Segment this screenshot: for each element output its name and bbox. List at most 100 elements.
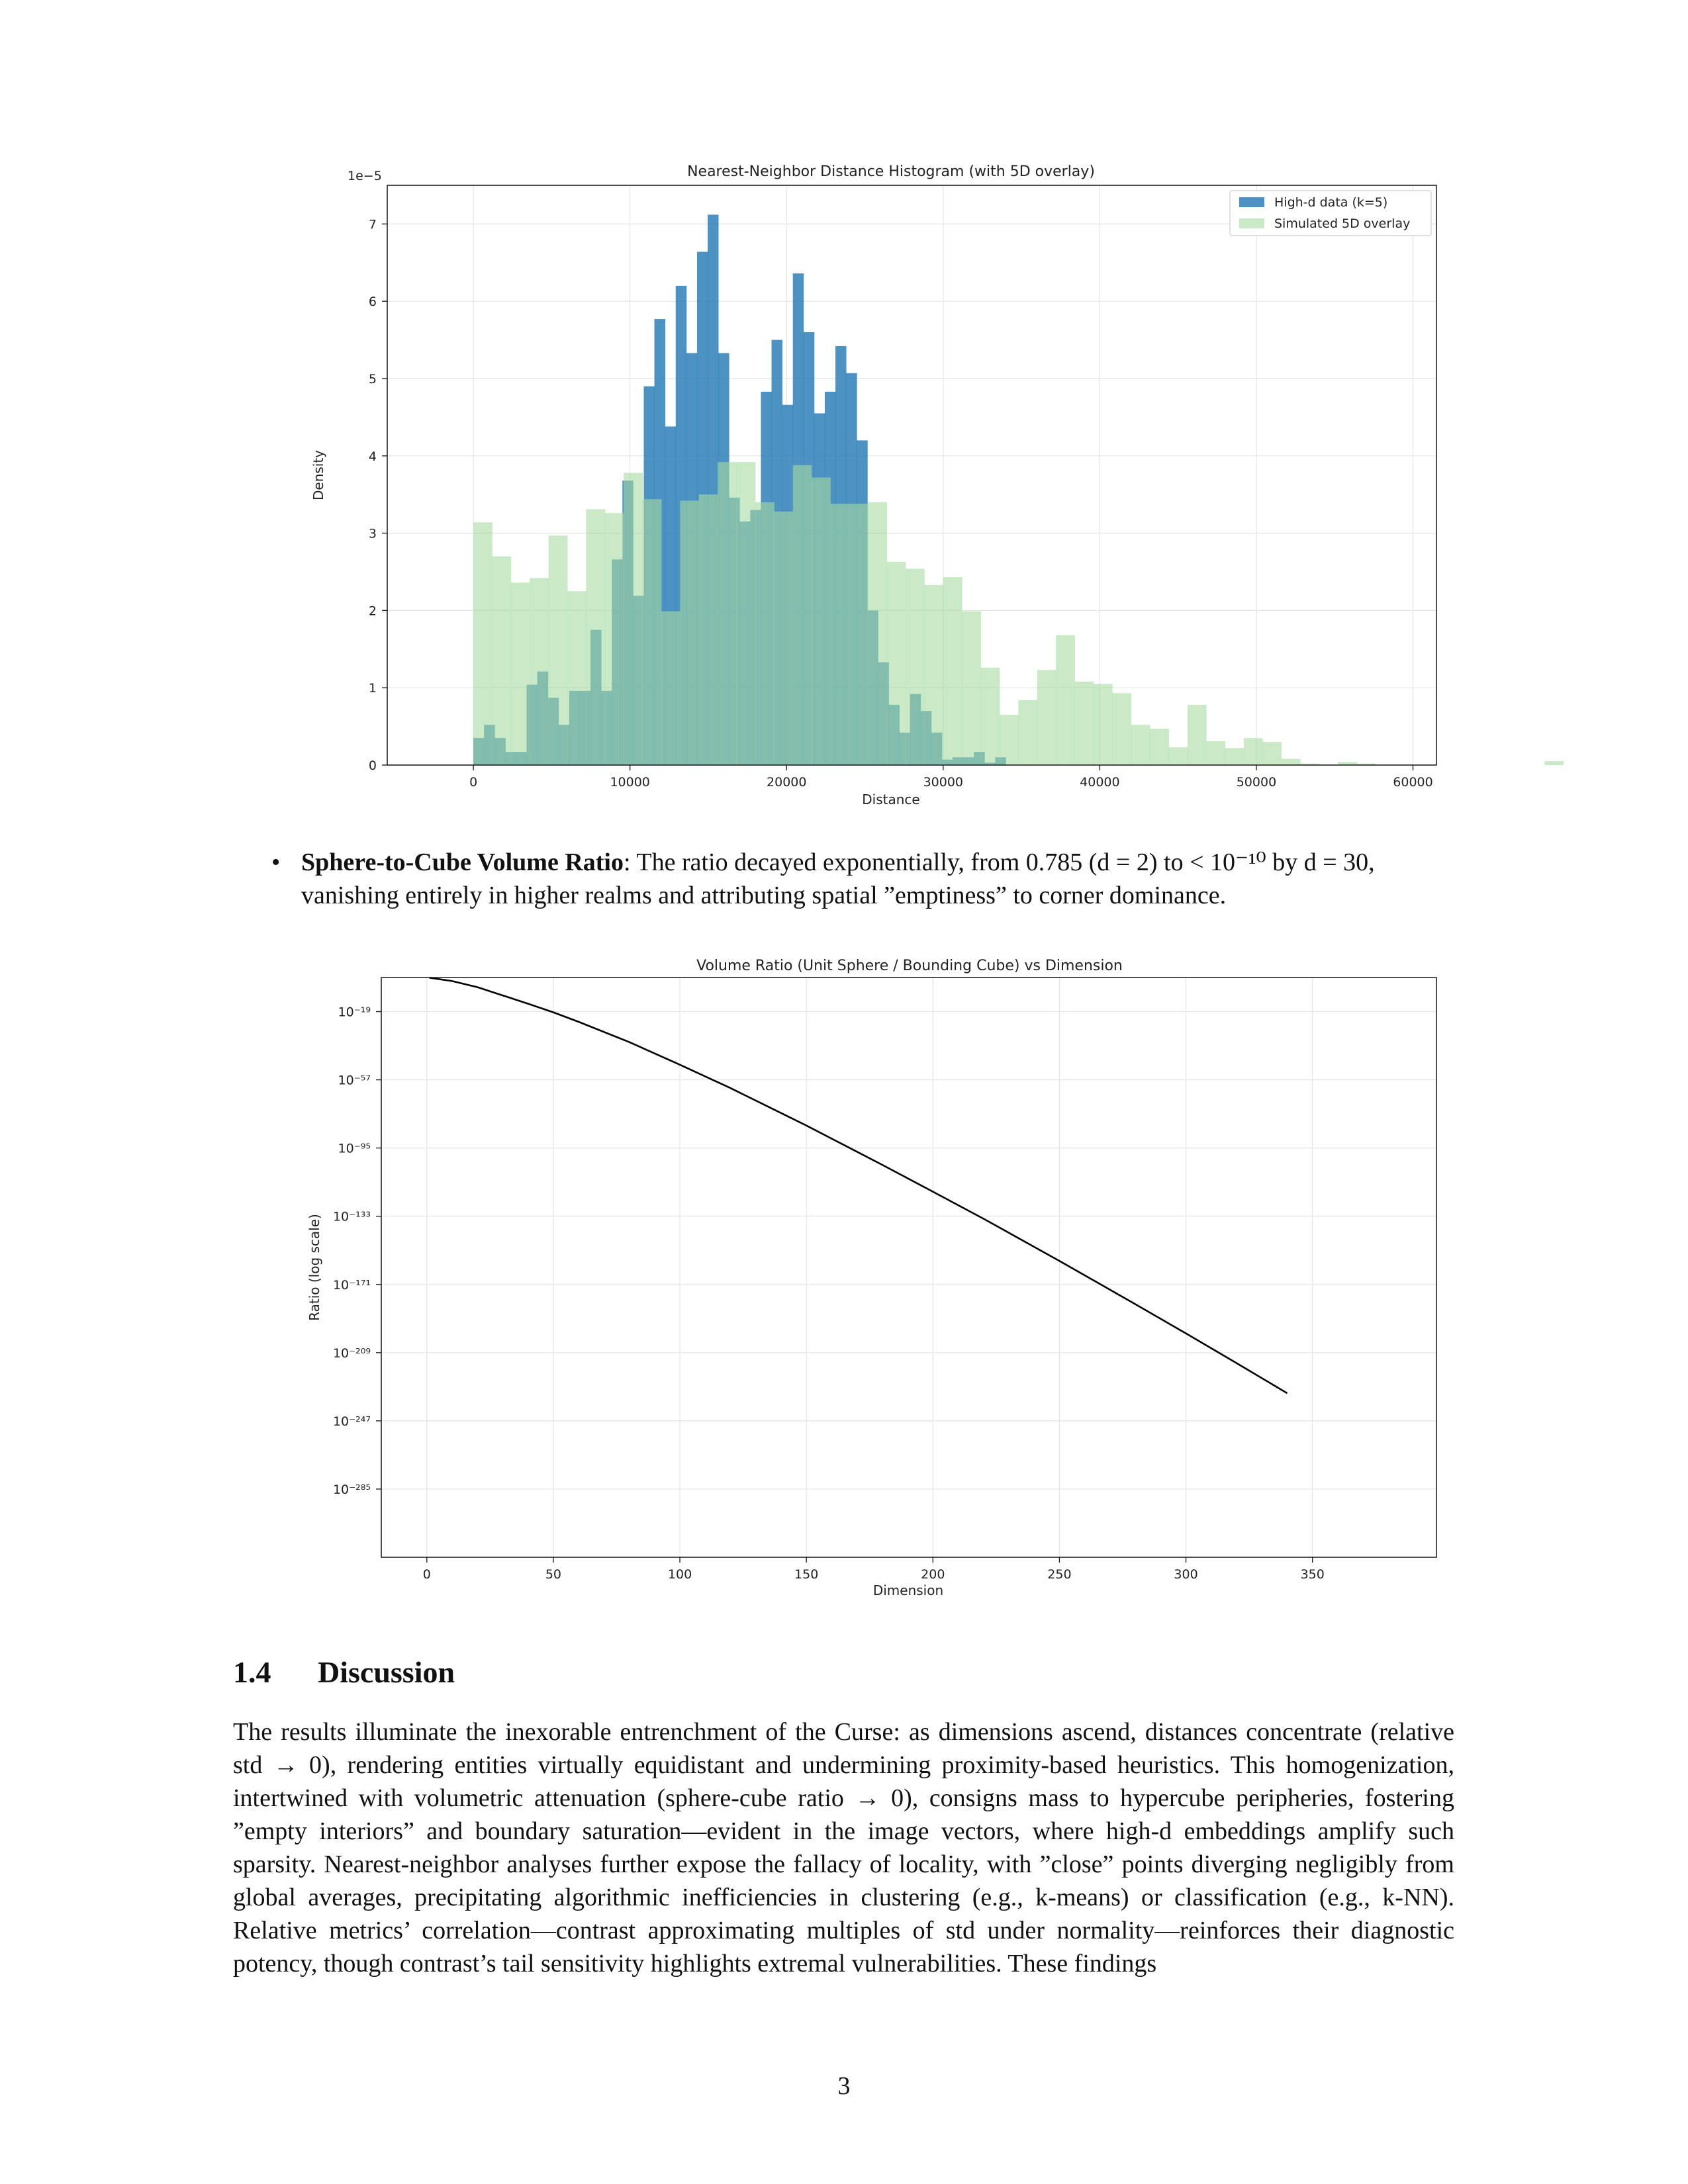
volume-ratio-xlabel: Dimension xyxy=(873,1582,943,1598)
histogram-bar-5d xyxy=(812,477,831,765)
histogram-bar-5d xyxy=(1225,748,1244,765)
histogram-bar-5d xyxy=(567,591,586,765)
histogram-bar-5d xyxy=(1262,741,1282,765)
histogram-bar-5d xyxy=(1206,741,1226,765)
volume-ratio-ytick-label: 10⁻¹³³ xyxy=(333,1210,371,1224)
section-heading: 1.4 Discussion xyxy=(233,1655,455,1690)
histogram-ytick-label: 5 xyxy=(369,372,377,387)
histogram-bar-5d xyxy=(1281,758,1301,765)
bullet-lead: Sphere-to-Cube Volume Ratio xyxy=(301,848,624,876)
histogram-bar-5d xyxy=(586,509,606,765)
legend-label-5d: Simulated 5D overlay xyxy=(1274,216,1410,231)
volume-ratio-ylabel: Ratio (log scale) xyxy=(306,1214,322,1321)
histogram-offset-label: 1e−5 xyxy=(348,169,382,183)
histogram-xtick-label: 0 xyxy=(469,775,477,790)
volume-ratio-ytick-label: 10⁻²⁴⁷ xyxy=(333,1414,371,1429)
section-number: 1.4 xyxy=(233,1655,271,1689)
bullet-body: : The ratio decayed exponentially, from … xyxy=(301,848,1375,909)
histogram-bar-5d xyxy=(962,611,981,765)
histogram-bar-5d xyxy=(999,715,1019,765)
histogram-bar-5d xyxy=(510,582,530,765)
page-number: 3 xyxy=(837,2072,851,2100)
histogram-bar-5d xyxy=(1187,704,1207,765)
legend-label-highd: High-d data (k=5) xyxy=(1274,195,1387,210)
histogram-bar-5d xyxy=(642,499,662,765)
histogram-bar-5d xyxy=(736,462,756,765)
histogram-ytick-label: 1 xyxy=(369,681,377,696)
histogram-frame xyxy=(387,185,1437,766)
histogram-bar-5d xyxy=(1112,693,1132,765)
volume-ratio-line xyxy=(429,977,1288,1394)
histogram-bar-5d xyxy=(1150,729,1169,765)
histogram-bar-5d xyxy=(680,500,700,765)
histogram-ytick-label: 2 xyxy=(369,604,377,618)
histogram-bar-5d xyxy=(548,535,568,765)
histogram-xlabel: Distance xyxy=(862,792,919,807)
histogram-bar-5d xyxy=(492,556,512,765)
histogram-legend: High-d data (k=5) Simulated 5D overlay xyxy=(1229,190,1432,236)
histogram-bar-5d xyxy=(924,584,944,765)
section-title: Discussion xyxy=(318,1655,455,1689)
histogram-bar-5d xyxy=(604,513,624,765)
histogram-bar-5d xyxy=(1056,635,1075,765)
histogram-bar-5d xyxy=(1168,747,1188,765)
histogram-bar-5d xyxy=(661,611,680,765)
volume-ratio-ytick-label: 10⁻¹⁷¹ xyxy=(333,1278,371,1293)
histogram-bar-5d xyxy=(1356,763,1376,765)
volume-ratio-frame xyxy=(381,977,1437,1558)
volume-ratio-xtick-label: 50 xyxy=(545,1567,561,1582)
histogram-bar-5d xyxy=(473,522,492,765)
volume-ratio-xtick-label: 350 xyxy=(1301,1567,1325,1582)
volume-ratio-xtick-label: 150 xyxy=(794,1567,818,1582)
histogram-xtick-label: 30000 xyxy=(923,775,963,790)
histogram-bar-5d xyxy=(698,494,718,765)
histogram-bar-5d xyxy=(906,569,925,765)
histogram-bar-5d xyxy=(774,511,794,765)
volume-ratio-ytick-label: 10⁻⁵⁷ xyxy=(338,1073,371,1088)
histogram-bar-5d xyxy=(943,577,962,765)
volume-ratio-ytick-label: 10⁻⁹⁵ xyxy=(338,1142,371,1156)
volume-ratio-xtick-label: 100 xyxy=(668,1567,692,1582)
volume-ratio-ytick-label: 10⁻²⁸⁵ xyxy=(333,1482,371,1497)
volume-ratio-chart: Volume Ratio (Unit Sphere / Bounding Cub… xyxy=(306,958,1437,1598)
histogram-bar-5d xyxy=(1337,762,1357,765)
histogram-ytick-label: 4 xyxy=(369,449,377,464)
histogram-bar-5d xyxy=(1300,763,1319,765)
histogram-bar-5d xyxy=(1544,761,1564,765)
histogram-bar-5d xyxy=(1037,670,1056,765)
volume-ratio-xtick-label: 300 xyxy=(1174,1567,1197,1582)
histogram-bar-5d xyxy=(1074,681,1094,765)
volume-ratio-title: Volume Ratio (Unit Sphere / Bounding Cub… xyxy=(696,958,1123,974)
legend-swatch-5d xyxy=(1239,218,1264,228)
histogram-bar-5d xyxy=(718,462,737,765)
histogram-ytick-label: 0 xyxy=(369,758,377,773)
volume-ratio-ytick-label: 10⁻¹⁹ xyxy=(338,1005,371,1020)
histogram-bar-5d xyxy=(886,561,906,765)
histogram-xtick-label: 60000 xyxy=(1393,775,1432,790)
volume-ratio-xtick-label: 200 xyxy=(921,1567,945,1582)
histogram-ylabel: Density xyxy=(310,450,326,500)
histogram-bar-5d xyxy=(1018,700,1038,765)
histogram-chart: Nearest-Neighbor Distance Histogram (wit… xyxy=(310,163,1564,807)
volume-ratio-xtick-label: 0 xyxy=(423,1567,431,1582)
bullet-marker: • xyxy=(271,848,281,876)
histogram-xtick-label: 40000 xyxy=(1080,775,1119,790)
volume-ratio-ytick-label: 10⁻²⁰⁹ xyxy=(333,1346,371,1361)
histogram-xtick-label: 20000 xyxy=(767,775,806,790)
histogram-ytick-label: 6 xyxy=(369,295,377,309)
legend-swatch-highd xyxy=(1239,197,1264,207)
histogram-bar-5d xyxy=(1244,738,1263,765)
histogram-bar-5d xyxy=(792,465,812,765)
histogram-title: Nearest-Neighbor Distance Histogram (wit… xyxy=(687,163,1095,180)
histogram-bar-5d xyxy=(755,502,774,765)
histogram-xtick-label: 50000 xyxy=(1237,775,1276,790)
histogram-bar-5d xyxy=(830,504,850,765)
discussion-paragraph: The results illuminate the inexorable en… xyxy=(233,1718,1454,1978)
histogram-xtick-label: 10000 xyxy=(610,775,649,790)
volume-ratio-xtick-label: 250 xyxy=(1047,1567,1071,1582)
histogram-bar-5d xyxy=(624,473,643,765)
histogram-bar-5d xyxy=(849,504,868,765)
histogram-ytick-label: 3 xyxy=(369,527,377,541)
histogram-bar-5d xyxy=(1131,725,1150,765)
histogram-ytick-label: 7 xyxy=(369,217,377,232)
